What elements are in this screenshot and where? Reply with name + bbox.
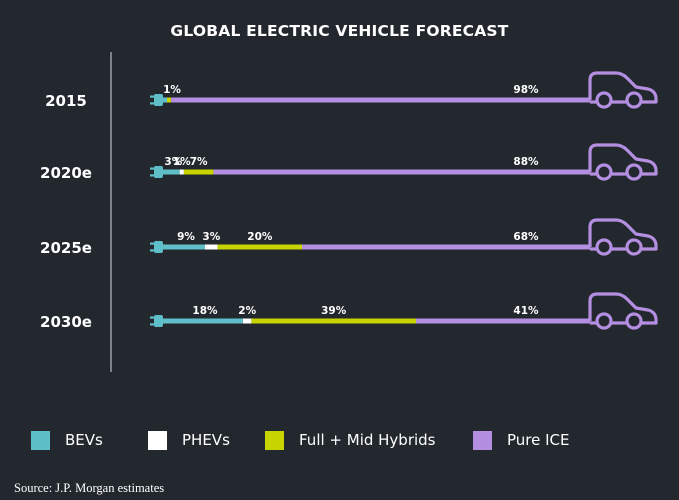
bar-segment <box>167 318 243 324</box>
data-label: 41% <box>513 305 539 317</box>
category-label: 2015 <box>45 92 87 110</box>
chart-legend: BEVs PHEVs Full + Mid Hybrids Pure ICE <box>0 428 679 454</box>
car-icon <box>588 71 658 109</box>
legend-swatch <box>148 431 167 450</box>
bar-segment <box>213 169 591 175</box>
chart-title: GLOBAL ELECTRIC VEHICLE FORECAST <box>170 22 509 40</box>
data-label: 1% <box>173 156 191 168</box>
car-icon <box>588 292 658 330</box>
bar-segment <box>167 97 172 103</box>
category-label: 2025e <box>40 239 92 257</box>
legend-swatch <box>265 431 284 450</box>
data-label: 1% <box>163 84 181 96</box>
legend-label: PHEVs <box>182 431 230 449</box>
legend-label: BEVs <box>65 431 103 449</box>
bar-segment <box>183 169 214 175</box>
bar-segment <box>217 244 303 250</box>
legend-label: Full + Mid Hybrids <box>299 431 436 449</box>
plug-icon <box>150 241 168 253</box>
car-icon <box>588 143 658 181</box>
bar-segment <box>242 318 252 324</box>
bar-segment <box>171 97 590 103</box>
legend-swatch <box>473 431 492 450</box>
data-label: 88% <box>513 156 539 168</box>
plug-icon <box>150 94 168 106</box>
bar-segment <box>415 318 590 324</box>
source-note: Source: J.P. Morgan estimates <box>14 481 165 495</box>
data-label: 2% <box>238 305 256 317</box>
bar-segment <box>204 244 218 250</box>
data-label: 20% <box>247 231 273 243</box>
data-label: 3% <box>202 231 220 243</box>
bar-segment <box>179 169 184 175</box>
data-label: 3% <box>164 156 182 168</box>
bar-segment <box>251 318 416 324</box>
ev-forecast-chart: GLOBAL ELECTRIC VEHICLE FORECAST 2015 1% 9… <box>0 22 679 454</box>
plug-icon <box>150 166 168 178</box>
category-label: 2020e <box>40 164 92 182</box>
category-label: 2030e <box>40 313 92 331</box>
bar-segment <box>302 244 590 250</box>
bar-segment <box>167 244 205 250</box>
data-label: 39% <box>321 305 347 317</box>
bar-segment <box>167 169 180 175</box>
data-label: 98% <box>513 84 539 96</box>
data-label: 18% <box>192 305 218 317</box>
legend-swatch <box>31 431 50 450</box>
car-icon <box>588 218 658 256</box>
legend-label: Pure ICE <box>507 431 570 449</box>
data-label: 68% <box>513 231 539 243</box>
data-label: 9% <box>177 231 195 243</box>
plug-icon <box>150 315 168 327</box>
data-label: 7% <box>190 156 208 168</box>
